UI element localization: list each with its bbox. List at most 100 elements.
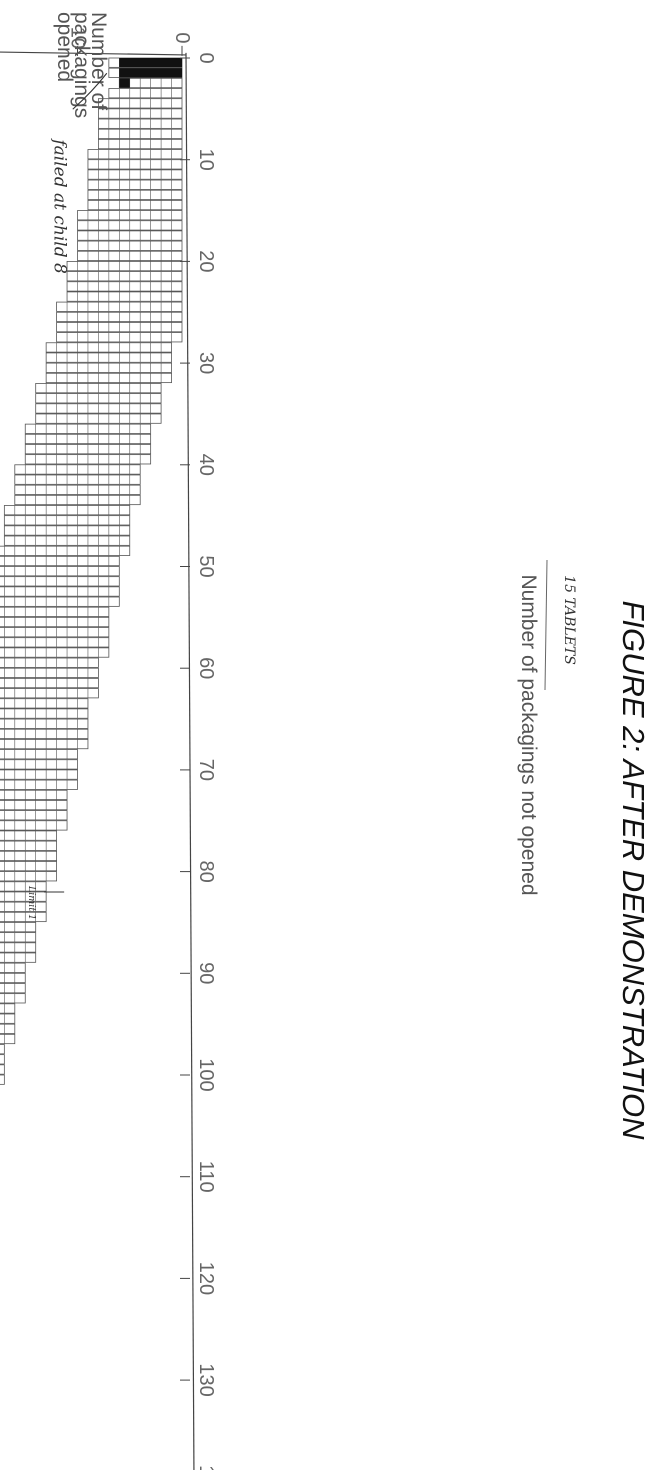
grid-row-28: [45, 342, 172, 353]
grid-row-81: [0, 881, 47, 892]
opened-mark-0: [119, 58, 182, 68]
x-tick-0: 0: [180, 52, 217, 64]
x-tick-label-30: 30: [195, 352, 217, 374]
grid-row-65: [0, 718, 89, 729]
grid-row-92: [0, 993, 26, 1004]
grid-row-49: [0, 555, 120, 567]
x-tick-label-20: 20: [195, 250, 217, 272]
grid-row-4: [98, 98, 183, 109]
grid-row-23: [66, 291, 183, 302]
grid-row-71: [0, 779, 78, 790]
grid-row-10: [87, 159, 183, 170]
x-axis-label: Number of packagings not opened: [517, 574, 540, 895]
grid-row-73: [0, 800, 68, 811]
grid-row-25: [56, 311, 183, 323]
annotation-failed: failed at child 8: [50, 72, 108, 274]
grid-row-22: [66, 281, 183, 292]
x-tick-80: 80: [180, 860, 217, 883]
grid-row-54: [0, 606, 110, 617]
grid-row-94: [0, 1013, 16, 1024]
grid-row-86: [0, 932, 37, 943]
grid-row-18: [77, 240, 183, 251]
grid-row-87: [0, 942, 37, 953]
x-tick-label-60: 60: [195, 657, 217, 679]
x-tick-70: 70: [180, 759, 217, 781]
grid-row-20: [66, 260, 183, 272]
grid-row-79: [0, 861, 57, 872]
x-tick-label-0: 0: [195, 52, 217, 63]
grid-row-9: [87, 149, 183, 160]
annotation-limit-1: Limit 1: [26, 885, 65, 920]
grid-row-59: [0, 657, 99, 668]
x-tick-60: 60: [180, 657, 217, 679]
x-tick-label-40: 40: [195, 454, 217, 476]
x-tick-30: 30: [180, 352, 217, 374]
grid-row-74: [0, 810, 68, 821]
grid-row-82: [0, 891, 47, 902]
grid-row-35: [35, 413, 162, 424]
x-tick-label-70: 70: [195, 759, 217, 781]
x-tick-label-80: 80: [195, 860, 217, 882]
grid-row-77: [0, 840, 57, 851]
x-tick-label-90: 90: [195, 962, 217, 984]
grid-row-69: [0, 759, 78, 770]
grid-row-66: [0, 728, 89, 739]
opened-mark-1: [119, 68, 182, 78]
grid-row-32: [35, 383, 162, 394]
rotated-plot-frame: 0102030405060708090100110120130140 01020…: [0, 12, 651, 1470]
x-axis-line: [185, 52, 195, 1470]
x-axis-ticks: 0 10 20 30 40 50 60 70 80 90 100 110 120 130 140: [180, 52, 217, 1470]
y-axis-label: Number ofpackagingsopened: [53, 12, 110, 118]
x-tick-label-110: 110: [195, 1161, 217, 1193]
grid-row-91: [0, 983, 26, 994]
x-tick-110: 110: [180, 1161, 217, 1193]
x-tick-50: 50: [180, 555, 217, 578]
grid-row-33: [35, 393, 162, 404]
chart-subtitle: 15 TABLETS: [561, 575, 577, 665]
grid-row-99: [0, 1064, 5, 1075]
grid-row-78: [0, 850, 57, 862]
grid-row-76: [0, 830, 57, 841]
grid-row-43: [14, 494, 141, 506]
grid-row-30: [45, 362, 172, 373]
x-tick-40: 40: [180, 454, 217, 476]
chart-title: FIGURE 2: AFTER DEMONSTRATION: [616, 600, 651, 1140]
annotation-failed-text: failed at child 8: [50, 137, 70, 274]
x-tick-10: 10: [180, 149, 217, 171]
y-tick-label-10: 10: [67, 27, 89, 49]
grid-row-51: [0, 576, 120, 587]
grid-row-44: [3, 505, 131, 516]
x-tick-label-100: 100: [195, 1058, 217, 1091]
grid-row-17: [77, 230, 183, 241]
grid-row-80: [0, 871, 57, 882]
grid-row-7: [98, 128, 183, 139]
grid-row-48: [0, 545, 131, 556]
x-tick-label-50: 50: [195, 555, 217, 577]
grid-row-88: [0, 952, 37, 963]
grid-row-41: [14, 474, 141, 485]
grid-row-26: [56, 322, 183, 333]
grid-row-31: [45, 372, 172, 384]
grid-row-62: [0, 688, 99, 699]
grid-row-45: [3, 515, 131, 526]
grid-row-50: [0, 566, 120, 577]
grid-row-72: [0, 789, 68, 800]
grid-row-68: [0, 749, 78, 760]
grid-row-75: [0, 820, 68, 831]
x-tick-label-120: 120: [195, 1262, 217, 1295]
grid-row-24: [56, 301, 183, 312]
grid-row-6: [98, 118, 183, 129]
grid-row-15: [77, 210, 183, 221]
grid-row-16: [77, 220, 183, 231]
grid-row-96: [0, 1033, 16, 1045]
x-tick-label-130: 130: [195, 1363, 217, 1396]
grid-row-98: [0, 1054, 5, 1065]
grid-row-61: [0, 677, 99, 689]
x-tick-140: 140: [195, 1465, 217, 1470]
grid-row-83: [0, 901, 47, 912]
grid-row-84: [0, 911, 47, 923]
grid-row-5: [98, 108, 183, 119]
grid-row-85: [0, 922, 37, 933]
